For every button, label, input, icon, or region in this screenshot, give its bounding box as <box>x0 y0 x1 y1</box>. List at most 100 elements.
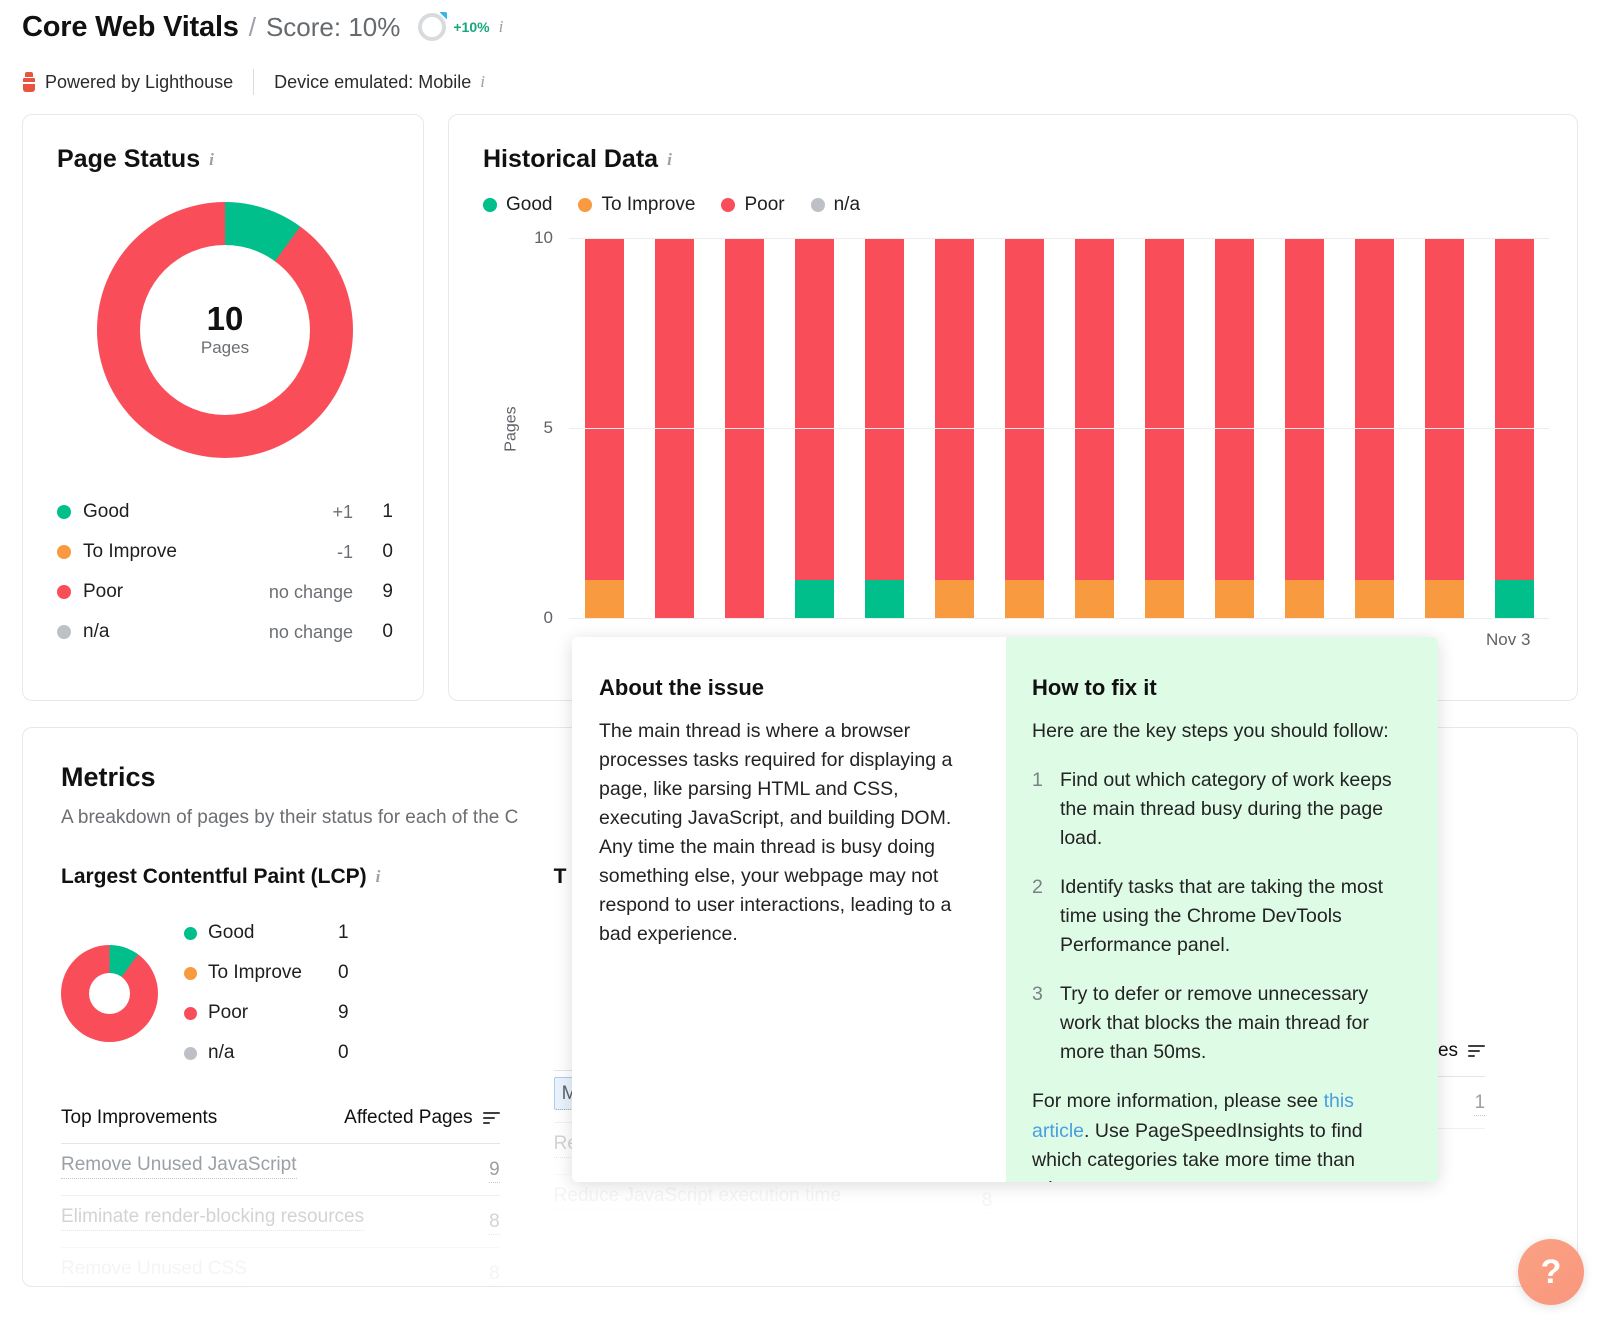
chart-bar[interactable] <box>864 238 904 618</box>
page-status-donut-chart: 10 Pages <box>97 202 353 458</box>
meta-row: Powered by Lighthouse Device emulated: M… <box>22 64 1600 100</box>
score-info-icon[interactable]: i <box>498 17 504 36</box>
chart-bar-slot[interactable] <box>1409 238 1479 618</box>
chart-bar-slot[interactable] <box>569 238 639 618</box>
chart-bar[interactable] <box>1074 238 1114 618</box>
chart-bar-slot[interactable] <box>849 238 919 618</box>
chart-bar[interactable] <box>794 238 834 618</box>
legend-value: 9 <box>382 581 393 602</box>
improvement-label[interactable]: Remove Unused CSS <box>61 1258 247 1283</box>
chart-bar[interactable] <box>934 238 974 618</box>
chart-bar-segment-poor <box>934 238 974 580</box>
chart-legend-item[interactable]: Poor <box>721 194 785 216</box>
chart-bar[interactable] <box>1424 238 1464 618</box>
chart-legend-item[interactable]: Good <box>483 194 552 216</box>
powered-by-label: Powered by Lighthouse <box>45 71 234 92</box>
chart-bar-segment-good <box>864 580 904 618</box>
device-info-icon[interactable]: i <box>480 72 485 91</box>
chart-bar[interactable] <box>1354 238 1394 618</box>
legend-change: +1 <box>332 501 353 522</box>
chart-bar-segment-toimprove <box>1284 580 1324 618</box>
chart-bar-segment-good <box>1494 580 1534 618</box>
improvement-affected-pages: 8 <box>489 1262 500 1287</box>
title-row: Core Web Vitals / Score: 10% +10% i <box>22 6 1600 48</box>
donut-total-value: 10 <box>206 299 244 337</box>
help-fab-button[interactable]: ? <box>1518 1239 1584 1305</box>
chart-bar-segment-toimprove <box>1074 580 1114 618</box>
chart-legend-dot-icon <box>483 198 497 212</box>
metric-legend-value: 1 <box>338 922 349 943</box>
improvement-affected-pages: 8 <box>489 1210 500 1235</box>
chart-bar-segment-good <box>794 580 834 618</box>
historical-legend: Good To Improve Poor n/a <box>483 194 1577 216</box>
sort-icon[interactable] <box>1468 1045 1486 1057</box>
chart-bar-segment-poor <box>1424 238 1464 580</box>
chart-bar-segment-poor <box>1214 238 1254 580</box>
metric-column: Largest Contentful Paint (LCP) i Good 1 … <box>61 865 554 1300</box>
chart-bar-segment-toimprove <box>1144 580 1184 618</box>
issue-tooltip: About the issue The main thread is where… <box>572 637 1438 1182</box>
chart-bar-segment-poor <box>1074 238 1114 580</box>
score-label: Score: 10% <box>265 11 401 42</box>
tooltip-article-link[interactable]: this article <box>1032 1090 1354 1142</box>
chart-bar[interactable] <box>1284 238 1324 618</box>
page-status-info-icon[interactable]: i <box>209 149 214 169</box>
fix-step: 1 Find out which category of work keeps … <box>1032 766 1402 853</box>
improvement-row[interactable]: Remove Unused JavaScript 9 <box>61 1144 500 1196</box>
fix-step: 2 Identify tasks that are taking the mos… <box>1032 873 1402 960</box>
chart-bar-slot[interactable] <box>1339 238 1409 618</box>
legend-dot-icon <box>57 545 71 559</box>
question-mark-icon: ? <box>1540 1252 1562 1291</box>
sort-icon[interactable] <box>482 1112 500 1124</box>
fix-step-text: Find out which category of work keeps th… <box>1060 769 1392 850</box>
chart-bar-slot[interactable] <box>919 238 989 618</box>
chart-bar-segment-poor <box>864 238 904 580</box>
chart-bar-segment-poor <box>794 238 834 580</box>
improvement-row[interactable]: Eliminate render-blocking resources 8 <box>61 1196 500 1248</box>
metric-legend-row: To Improve 0 <box>184 953 500 993</box>
improvement-label[interactable]: Reduce JavaScript execution time <box>553 1185 841 1210</box>
improvement-affected-pages: 1 <box>1474 1091 1486 1116</box>
chart-bar-segment-toimprove <box>1004 580 1044 618</box>
historical-info-icon[interactable]: i <box>667 149 672 169</box>
chart-legend-dot-icon <box>810 198 825 212</box>
chart-bar[interactable] <box>584 238 624 618</box>
score-delta: +10% <box>453 19 490 35</box>
chart-bar-slot[interactable] <box>1129 238 1199 618</box>
chart-bar-slot[interactable] <box>1059 238 1129 618</box>
chart-bar-slot[interactable] <box>1199 238 1269 618</box>
chart-bar-slot[interactable] <box>989 238 1059 618</box>
chart-legend-item[interactable]: To Improve <box>578 194 695 216</box>
improvement-affected-pages: 9 <box>489 1158 500 1183</box>
chart-bar-segment-toimprove <box>584 580 624 618</box>
chart-legend-item[interactable]: n/a <box>810 194 860 216</box>
title-separator: / <box>248 11 256 42</box>
chart-bar[interactable] <box>1214 238 1254 618</box>
tooltip-about-heading: About the issue <box>599 675 765 700</box>
metric-legend-label: n/a <box>208 1042 235 1063</box>
legend-dot-icon <box>57 625 71 639</box>
chart-bar[interactable] <box>1144 238 1184 618</box>
chart-legend-label: To Improve <box>601 194 696 215</box>
metric-title-row: Largest Contentful Paint (LCP) i <box>61 865 500 889</box>
historical-title: Historical Data <box>483 145 659 173</box>
tooltip-fix-steps: 1 Find out which category of work keeps … <box>1032 766 1402 1067</box>
metric-legend-value: 0 <box>338 962 349 983</box>
chart-bar-slot[interactable] <box>1269 238 1339 618</box>
metric-legend-dot-icon <box>184 1006 197 1020</box>
improvement-row[interactable]: Remove Unused CSS 8 <box>61 1248 500 1300</box>
legend-change: no change <box>268 581 353 602</box>
chart-bar[interactable] <box>1494 238 1534 618</box>
chart-bar-slot[interactable] <box>779 238 849 618</box>
legend-dot-icon <box>57 585 71 599</box>
metric-legend-dot-icon <box>184 966 197 980</box>
page-status-donut-wrap: 10 Pages <box>57 202 393 458</box>
chart-bar[interactable] <box>1004 238 1044 618</box>
improvement-row[interactable]: Reduce JavaScript execution time 8 <box>553 1175 993 1227</box>
improvement-label[interactable]: Remove Unused JavaScript <box>61 1154 297 1179</box>
metric-title: Largest Contentful Paint (LCP) <box>61 865 367 888</box>
metric-legend-row: n/a 0 <box>184 1033 500 1073</box>
chart-bar-slot[interactable] <box>1479 238 1549 618</box>
metric-info-icon[interactable]: i <box>375 867 381 886</box>
improvement-label[interactable]: Eliminate render-blocking resources <box>61 1206 365 1231</box>
